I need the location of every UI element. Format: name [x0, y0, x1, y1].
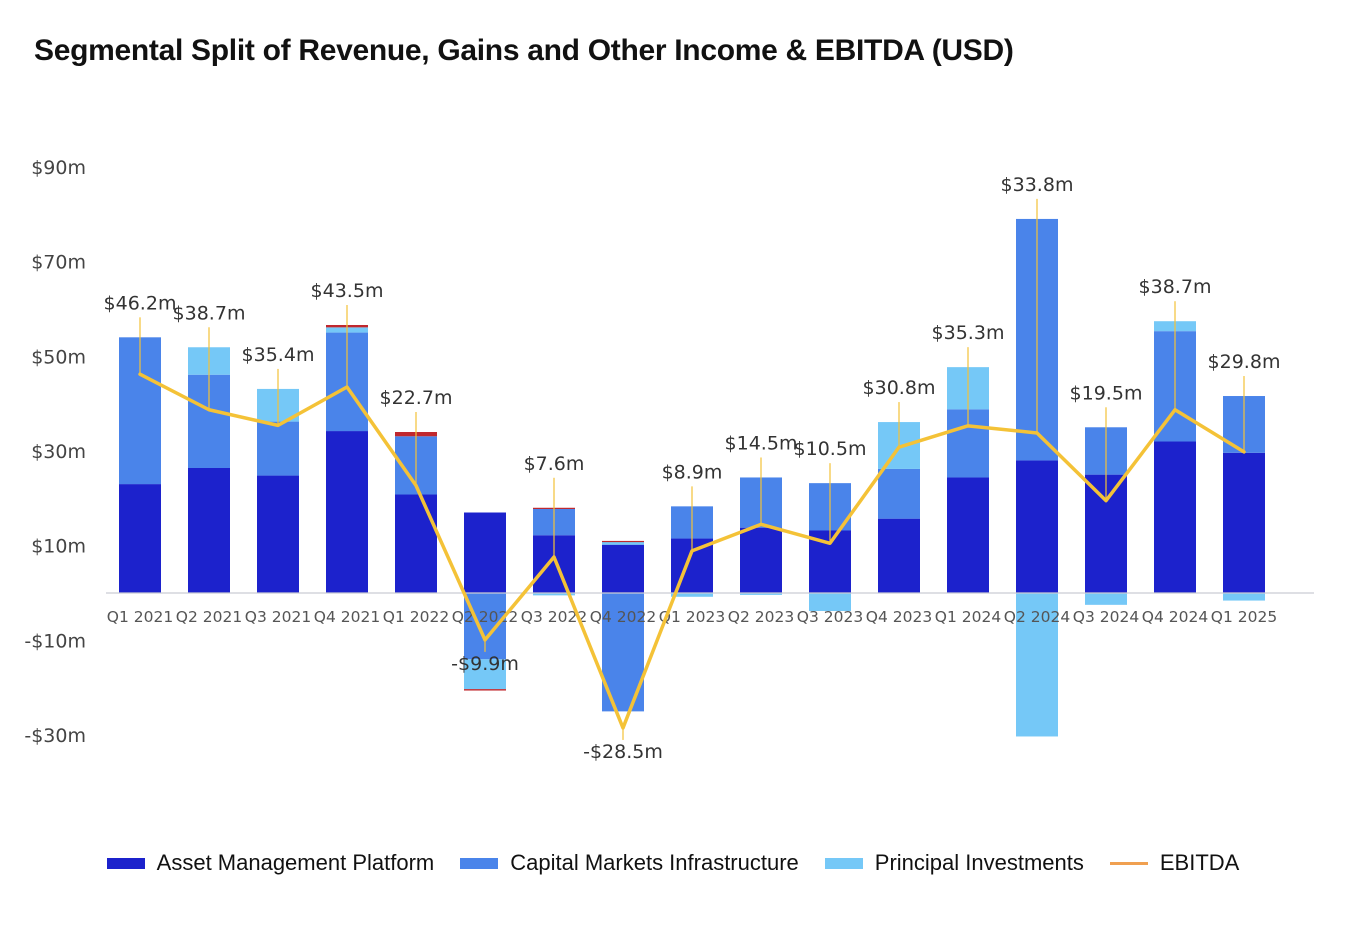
bar-segment — [1223, 452, 1265, 593]
y-tick-label: $90m — [31, 157, 86, 179]
legend: Asset Management Platform Capital Market… — [0, 850, 1346, 876]
x-tick-label: Q4 2021 — [314, 608, 380, 626]
legend-label: Capital Markets Infrastructure — [510, 850, 799, 875]
ebitda-data-label: $35.3m — [932, 322, 1005, 344]
ebitda-line — [138, 372, 1246, 730]
ebitda-data-label: $38.7m — [1139, 276, 1212, 298]
chart-title: Segmental Split of Revenue, Gains and Ot… — [34, 34, 1014, 67]
bar-segment — [602, 544, 644, 593]
y-tick-label: $10m — [31, 536, 86, 558]
ebitda-data-label: $29.8m — [1208, 351, 1281, 373]
y-tick-label: $70m — [31, 252, 86, 274]
legend-item-capital-markets: Capital Markets Infrastructure — [460, 850, 799, 876]
ebitda-data-label: $10.5m — [794, 438, 867, 460]
x-tick-label: Q2 2023 — [728, 608, 794, 626]
legend-item-ebitda: EBITDA — [1109, 850, 1240, 876]
ebitda-data-label: -$9.9m — [451, 653, 519, 675]
ebitda-data-label: $8.9m — [662, 461, 723, 483]
bar-segment — [1016, 460, 1058, 593]
x-tick-label: Q4 2024 — [1142, 608, 1208, 626]
bar-segment — [188, 467, 230, 593]
legend-swatch — [460, 857, 499, 869]
x-tick-label: Q2 2024 — [1004, 608, 1070, 626]
bar-segment — [671, 593, 713, 597]
bar-segment — [257, 475, 299, 593]
legend-label: Principal Investments — [874, 850, 1084, 875]
bar-segment — [740, 527, 782, 593]
bar-segment — [1085, 593, 1127, 605]
bar-segment — [326, 431, 368, 593]
bar-segment — [464, 659, 506, 690]
bar-segment — [257, 421, 299, 476]
x-tick-label: Q3 2021 — [245, 608, 311, 626]
bar-segment — [533, 593, 575, 596]
bar-segment — [602, 541, 644, 545]
bar-segment — [1154, 441, 1196, 593]
legend-label: EBITDA — [1159, 850, 1240, 875]
ebitda-data-label: $30.8m — [863, 377, 936, 399]
bar-segment — [878, 518, 920, 593]
ebitda-data-label: $46.2m — [104, 292, 177, 314]
x-tick-label: Q4 2023 — [866, 608, 932, 626]
x-tick-label: Q3 2022 — [521, 608, 587, 626]
legend-swatch — [824, 857, 863, 869]
bar-segment — [878, 468, 920, 519]
x-tick-label: Q3 2024 — [1073, 608, 1139, 626]
x-tick-label: Q2 2021 — [176, 608, 242, 626]
ebitda-data-label: -$28.5m — [583, 741, 663, 763]
x-tick-label: Q1 2023 — [659, 608, 725, 626]
y-tick-label: -$30m — [24, 725, 86, 747]
bar-segment — [1016, 593, 1058, 737]
bar-segment — [809, 593, 851, 611]
bar-segment — [464, 689, 506, 691]
y-tick-label: $30m — [31, 441, 86, 463]
ebitda-data-label: $7.6m — [524, 453, 585, 475]
bar-segment — [740, 593, 782, 595]
x-tick-label: Q3 2023 — [797, 608, 863, 626]
ebitda-data-label: $43.5m — [311, 280, 384, 302]
x-tick-label: Q1 2024 — [935, 608, 1001, 626]
x-tick-label: Q1 2021 — [107, 608, 173, 626]
legend-swatch — [106, 857, 145, 869]
legend-label: Asset Management Platform — [156, 850, 435, 875]
ebitda-data-label: $35.4m — [242, 344, 315, 366]
ebitda-data-label: $38.7m — [173, 302, 246, 324]
y-tick-label: $50m — [31, 346, 86, 368]
legend-item-principal-investments: Principal Investments — [824, 850, 1084, 876]
bar-segment — [1223, 593, 1265, 601]
ebitda-data-label: $14.5m — [725, 432, 798, 454]
y-tick-label: -$10m — [24, 630, 86, 652]
x-tick-label: Q1 2025 — [1211, 608, 1277, 626]
legend-item-asset-management: Asset Management Platform — [106, 850, 435, 876]
ebitda-data-label: $22.7m — [380, 387, 453, 409]
bar-segment — [119, 484, 161, 593]
bar-segment — [395, 494, 437, 593]
ebitda-data-label: $19.5m — [1070, 382, 1143, 404]
bar-segment — [464, 512, 506, 593]
x-tick-label: Q4 2022 — [590, 608, 656, 626]
bar-segment — [947, 477, 989, 593]
bar-segment — [602, 540, 644, 543]
x-tick-label: Q1 2022 — [383, 608, 449, 626]
ebitda-data-label: $33.8m — [1001, 174, 1074, 196]
legend-swatch — [1109, 861, 1148, 865]
